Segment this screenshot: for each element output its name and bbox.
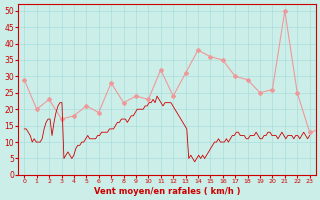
X-axis label: Vent moyen/en rafales ( km/h ): Vent moyen/en rafales ( km/h ) [94,187,240,196]
